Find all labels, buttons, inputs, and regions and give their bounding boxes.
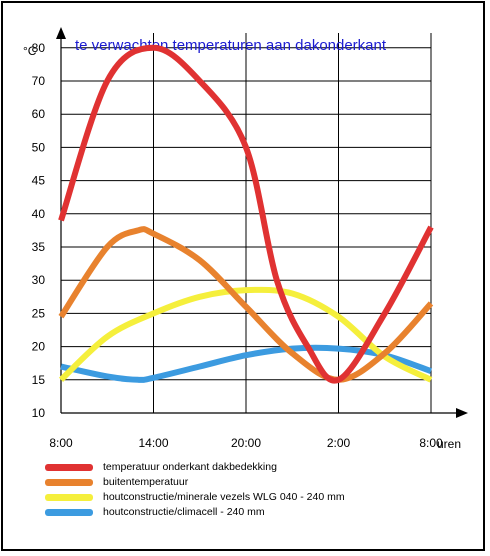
x-axis-label: uren [437,437,461,451]
x-axis-arrow [456,408,468,418]
y-tick-label: 25 [32,306,46,320]
y-tick-label: 35 [32,240,46,254]
x-tick-label: 8:00 [49,436,73,450]
y-tick-label: 15 [32,373,46,387]
y-tick-label: 60 [32,107,46,121]
y-tick-label: 30 [32,273,46,287]
temperature-chart: te verwachten temperaturen aan dakonderk… [23,27,468,451]
legend-label: houtconstructie/climacell - 240 mm [103,506,265,518]
y-axis-arrow [56,27,66,39]
y-tick-label: 20 [32,340,46,354]
y-tick-label: 40 [32,207,46,221]
legend-swatch [45,494,93,501]
legend-swatch [45,509,93,516]
series-line [58,226,434,383]
chart-frame: te verwachten temperaturen aan dakonderk… [1,1,485,551]
legend-swatch [45,464,93,471]
y-tick-label: 50 [32,140,46,154]
legend-label: temperatuur onderkant dakbedekking [103,461,277,473]
x-tick-label: 2:00 [327,436,351,450]
y-tick-label: 70 [32,74,46,88]
legend-swatch [45,479,93,486]
x-tick-label: 20:00 [231,436,261,450]
y-tick-label: 80 [32,41,46,55]
chart-title: te verwachten temperaturen aan dakonderk… [75,37,387,54]
series-layer [58,44,434,384]
axis-layer: te verwachten temperaturen aan dakonderk… [23,27,468,451]
y-tick-label: 10 [32,406,46,420]
legend-label: houtconstructie/minerale vezels WLG 040 … [103,491,345,503]
series-line [58,286,433,383]
legend-label: buitentemperatuur [103,476,189,488]
series-line [58,44,434,384]
x-tick-label: 8:00 [419,436,443,450]
y-axis-label: °C [23,44,37,58]
y-tick-label: 45 [32,174,46,188]
x-tick-label: 14:00 [138,436,168,450]
